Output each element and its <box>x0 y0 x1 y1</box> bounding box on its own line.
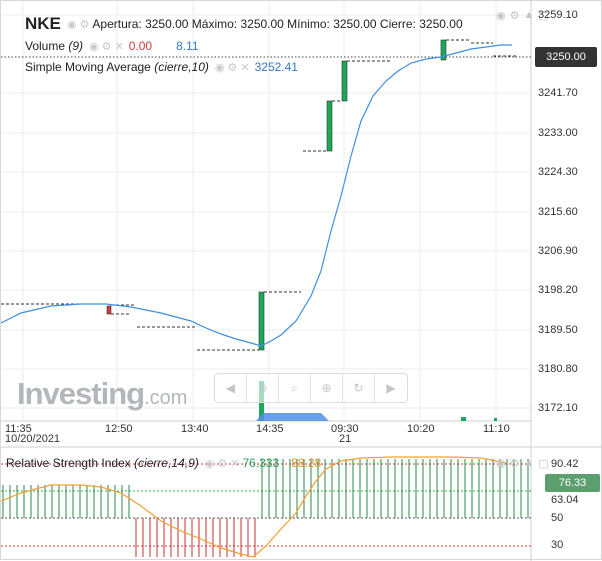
rsi-signal-line <box>1 456 507 558</box>
rsi-header: Relative Strength Index (cierre,14,9) ◉ … <box>6 456 321 470</box>
price-axis-label: 3259.10 <box>538 9 578 21</box>
investing-logo: Investing.com <box>17 376 188 411</box>
volume-param: (9) <box>68 39 84 53</box>
rsi-value: 76.333 <box>242 456 280 470</box>
eye-icon[interactable]: ◉ <box>204 457 215 470</box>
close-icon[interactable]: ▢ <box>538 10 549 22</box>
current-price-tag: 3250.00 <box>535 47 597 67</box>
zoom-out-icon[interactable]: ⊖ <box>247 374 279 402</box>
close-icon[interactable]: ✕ <box>114 40 124 53</box>
scroll-right-icon[interactable]: ▶ <box>386 381 396 395</box>
gear-icon[interactable]: ⚙ <box>101 40 112 53</box>
time-axis-label: 14:35 <box>256 423 284 435</box>
price-axis-label: 3172.10 <box>538 402 578 414</box>
rsi-axis-label: 90.42 <box>551 458 579 470</box>
pane-controls: ◉ ⚙ ▲ ▢ <box>496 9 549 22</box>
rsi-param: (cierre,14,9) <box>134 456 199 470</box>
candles <box>1 39 516 351</box>
eye-icon[interactable]: ◉ <box>496 458 506 470</box>
rsi-pane-controls: ◉ ⚙ ▲ ▢ <box>496 457 549 470</box>
price-axis-label: 3206.90 <box>538 245 578 257</box>
close-icon[interactable]: ▢ <box>538 458 549 470</box>
rsi-histogram <box>2 459 529 557</box>
scroll-left-icon[interactable]: ◀ <box>215 374 247 402</box>
price-axis-label: 3189.50 <box>538 324 578 336</box>
rsi-label: Relative Strength Index <box>6 456 131 470</box>
rsi-signal-value: 88.28 <box>291 456 322 470</box>
volume-label: Volume <box>25 39 66 53</box>
rsi-axis-label: 63.04 <box>551 494 579 506</box>
symbol-name[interactable]: NKE <box>25 14 61 33</box>
sma-line <box>1 44 512 347</box>
gear-icon[interactable]: ⚙ <box>509 10 520 22</box>
gear-icon[interactable]: ⚙ <box>217 457 228 470</box>
time-axis-label: 12:50 <box>105 423 133 435</box>
lock-icon[interactable]: ▲ <box>523 9 535 21</box>
time-axis-date: 21 <box>339 433 352 445</box>
ohlc-values: Apertura: 3250.00 Máximo: 3250.00 Mínimo… <box>92 17 463 31</box>
close-icon[interactable]: ✕ <box>230 457 240 470</box>
zoom-reset-icon[interactable]: ⌕ <box>279 374 311 402</box>
time-axis-date: 10/20/2021 <box>5 433 61 445</box>
zoom-in-icon[interactable]: ⊕ <box>311 374 343 402</box>
volume-header: Volume (9) ◉ ⚙ ✕ 0.00 8.11 <box>25 39 199 53</box>
rsi-axis-label: 30 <box>551 539 564 551</box>
time-axis-label: 09:30 <box>331 423 359 435</box>
volume-value-1: 0.00 <box>128 39 153 53</box>
price-axis-label: 3233.00 <box>538 127 578 139</box>
gear-icon[interactable]: ⚙ <box>509 458 520 470</box>
rsi-axis-label: 50 <box>551 512 564 524</box>
gear-icon[interactable]: ⚙ <box>79 18 90 31</box>
eye-icon[interactable]: ◉ <box>214 61 225 74</box>
eye-icon[interactable]: ◉ <box>89 40 99 53</box>
symbol-header: NKE ◉ ⚙ Apertura: 3250.00 Máximo: 3250.0… <box>25 14 463 34</box>
grid <box>1 1 531 421</box>
price-axis-label: 3215.60 <box>538 206 578 218</box>
sma-header: Simple Moving Average (cierre,10) ◉ ⚙ ✕ … <box>25 60 298 74</box>
gear-icon[interactable]: ⚙ <box>227 61 238 74</box>
sma-param: (cierre,10) <box>154 60 209 74</box>
chart-navigation: ◀ ⊖ ⌕ ⊕ ↻ ▶ <box>214 373 408 403</box>
sma-label: Simple Moving Average <box>25 60 151 74</box>
time-axis-label: 10:20 <box>407 423 435 435</box>
price-axis-label: 3198.20 <box>538 284 578 296</box>
reset-icon[interactable]: ↻ <box>343 374 375 402</box>
close-icon[interactable]: ✕ <box>240 61 250 74</box>
time-axis-label: 11:10 <box>483 423 510 435</box>
price-axis-label: 3224.30 <box>538 166 578 178</box>
price-axis-label: 3241.70 <box>538 87 578 99</box>
price-axis-label: 3180.80 <box>538 363 578 375</box>
time-axis-label: 11:35 <box>5 423 32 435</box>
lock-icon[interactable]: ▲ <box>523 457 535 469</box>
time-axis-label: 13:40 <box>181 423 209 435</box>
rsi-current-tag: 76.33 <box>545 474 600 492</box>
eye-icon[interactable]: ◉ <box>66 18 77 31</box>
eye-icon[interactable]: ◉ <box>496 10 506 22</box>
sma-value: 3252.41 <box>254 60 298 74</box>
volume-value-2: 8.11 <box>176 39 199 53</box>
